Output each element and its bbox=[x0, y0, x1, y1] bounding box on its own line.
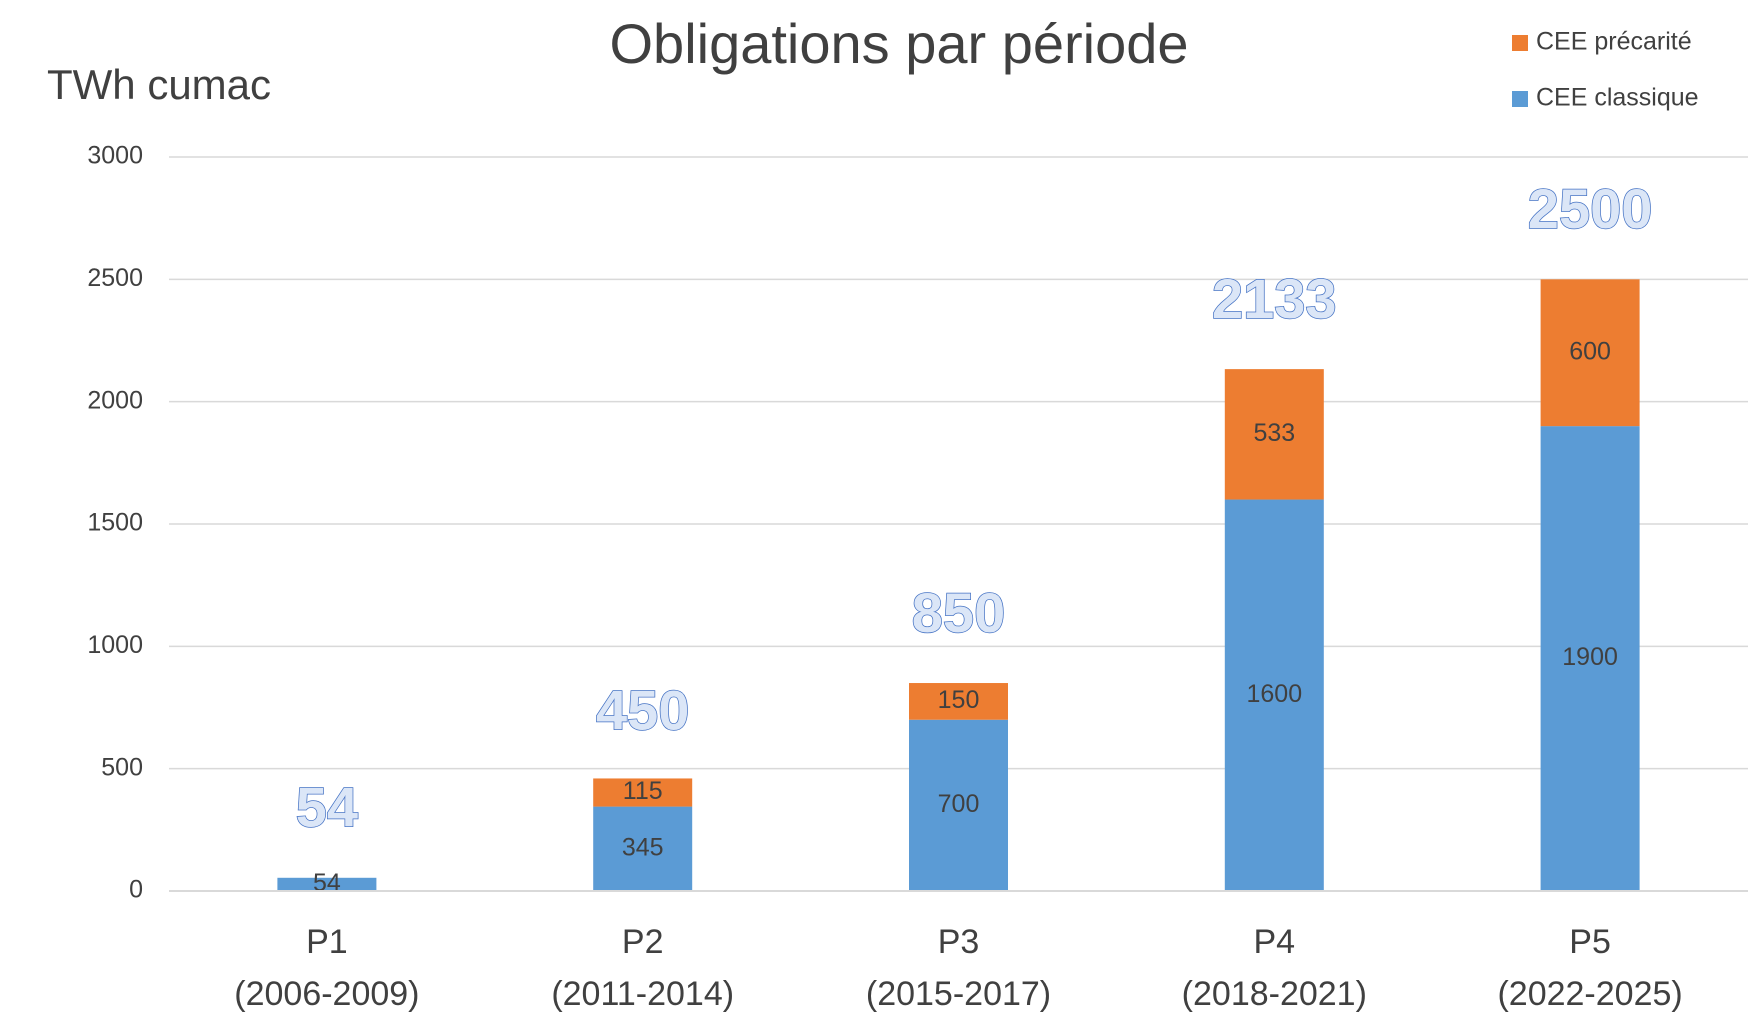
data-label: 54 bbox=[313, 869, 341, 897]
x-tick-label: P3 bbox=[938, 923, 980, 961]
data-label: 345 bbox=[622, 833, 664, 861]
bar-segment bbox=[909, 719, 1008, 891]
legend-swatch bbox=[1512, 91, 1528, 107]
bar-segment bbox=[277, 877, 377, 891]
bar-segment bbox=[593, 806, 693, 891]
x-tick-sublabel: (2011-2014) bbox=[551, 975, 734, 1013]
y-tick-label: 1500 bbox=[87, 509, 143, 537]
chart-title: Obligations par période bbox=[609, 12, 1188, 75]
y-tick-label: 2000 bbox=[87, 386, 143, 414]
data-label: 700 bbox=[938, 790, 980, 818]
y-tick-label: 0 bbox=[129, 876, 143, 904]
x-tick-label: P5 bbox=[1569, 923, 1611, 961]
total-label: 450 bbox=[596, 679, 689, 742]
data-label: 150 bbox=[938, 686, 980, 714]
legend-label: CEE précarité bbox=[1536, 28, 1692, 56]
x-tick-sublabel: (2018-2021) bbox=[1182, 975, 1367, 1013]
legend-label: CEE classique bbox=[1536, 84, 1699, 112]
x-tick-label: P2 bbox=[622, 923, 664, 961]
data-label: 1600 bbox=[1246, 680, 1302, 708]
x-tick-sublabel: (2022-2025) bbox=[1497, 975, 1682, 1013]
y-axis-label: TWh cumac bbox=[47, 61, 271, 108]
x-tick-label: P4 bbox=[1254, 923, 1296, 961]
total-label: 54 bbox=[296, 776, 358, 839]
y-tick-label: 1000 bbox=[87, 631, 143, 659]
bar-segment bbox=[909, 683, 1008, 720]
data-label: 533 bbox=[1253, 419, 1295, 447]
x-tick-sublabel: (2015-2017) bbox=[866, 975, 1051, 1013]
total-label: 2133 bbox=[1212, 267, 1337, 330]
bar-segment bbox=[593, 778, 693, 807]
bar-segment bbox=[1224, 499, 1324, 891]
x-tick-label: P1 bbox=[306, 923, 348, 961]
bar-segment bbox=[1540, 426, 1640, 891]
bar-segment bbox=[1224, 369, 1324, 500]
x-tick-sublabel: (2006-2009) bbox=[234, 975, 419, 1013]
total-label: 850 bbox=[912, 581, 1005, 644]
data-label: 1900 bbox=[1562, 643, 1618, 671]
y-tick-label: 3000 bbox=[87, 142, 143, 170]
y-tick-label: 2500 bbox=[87, 264, 143, 292]
data-label: 115 bbox=[623, 777, 663, 805]
bar-segment bbox=[1540, 279, 1640, 427]
legend-swatch bbox=[1512, 35, 1528, 51]
y-tick-label: 500 bbox=[101, 753, 143, 781]
total-label: 2500 bbox=[1528, 177, 1653, 240]
data-label: 600 bbox=[1569, 337, 1611, 365]
